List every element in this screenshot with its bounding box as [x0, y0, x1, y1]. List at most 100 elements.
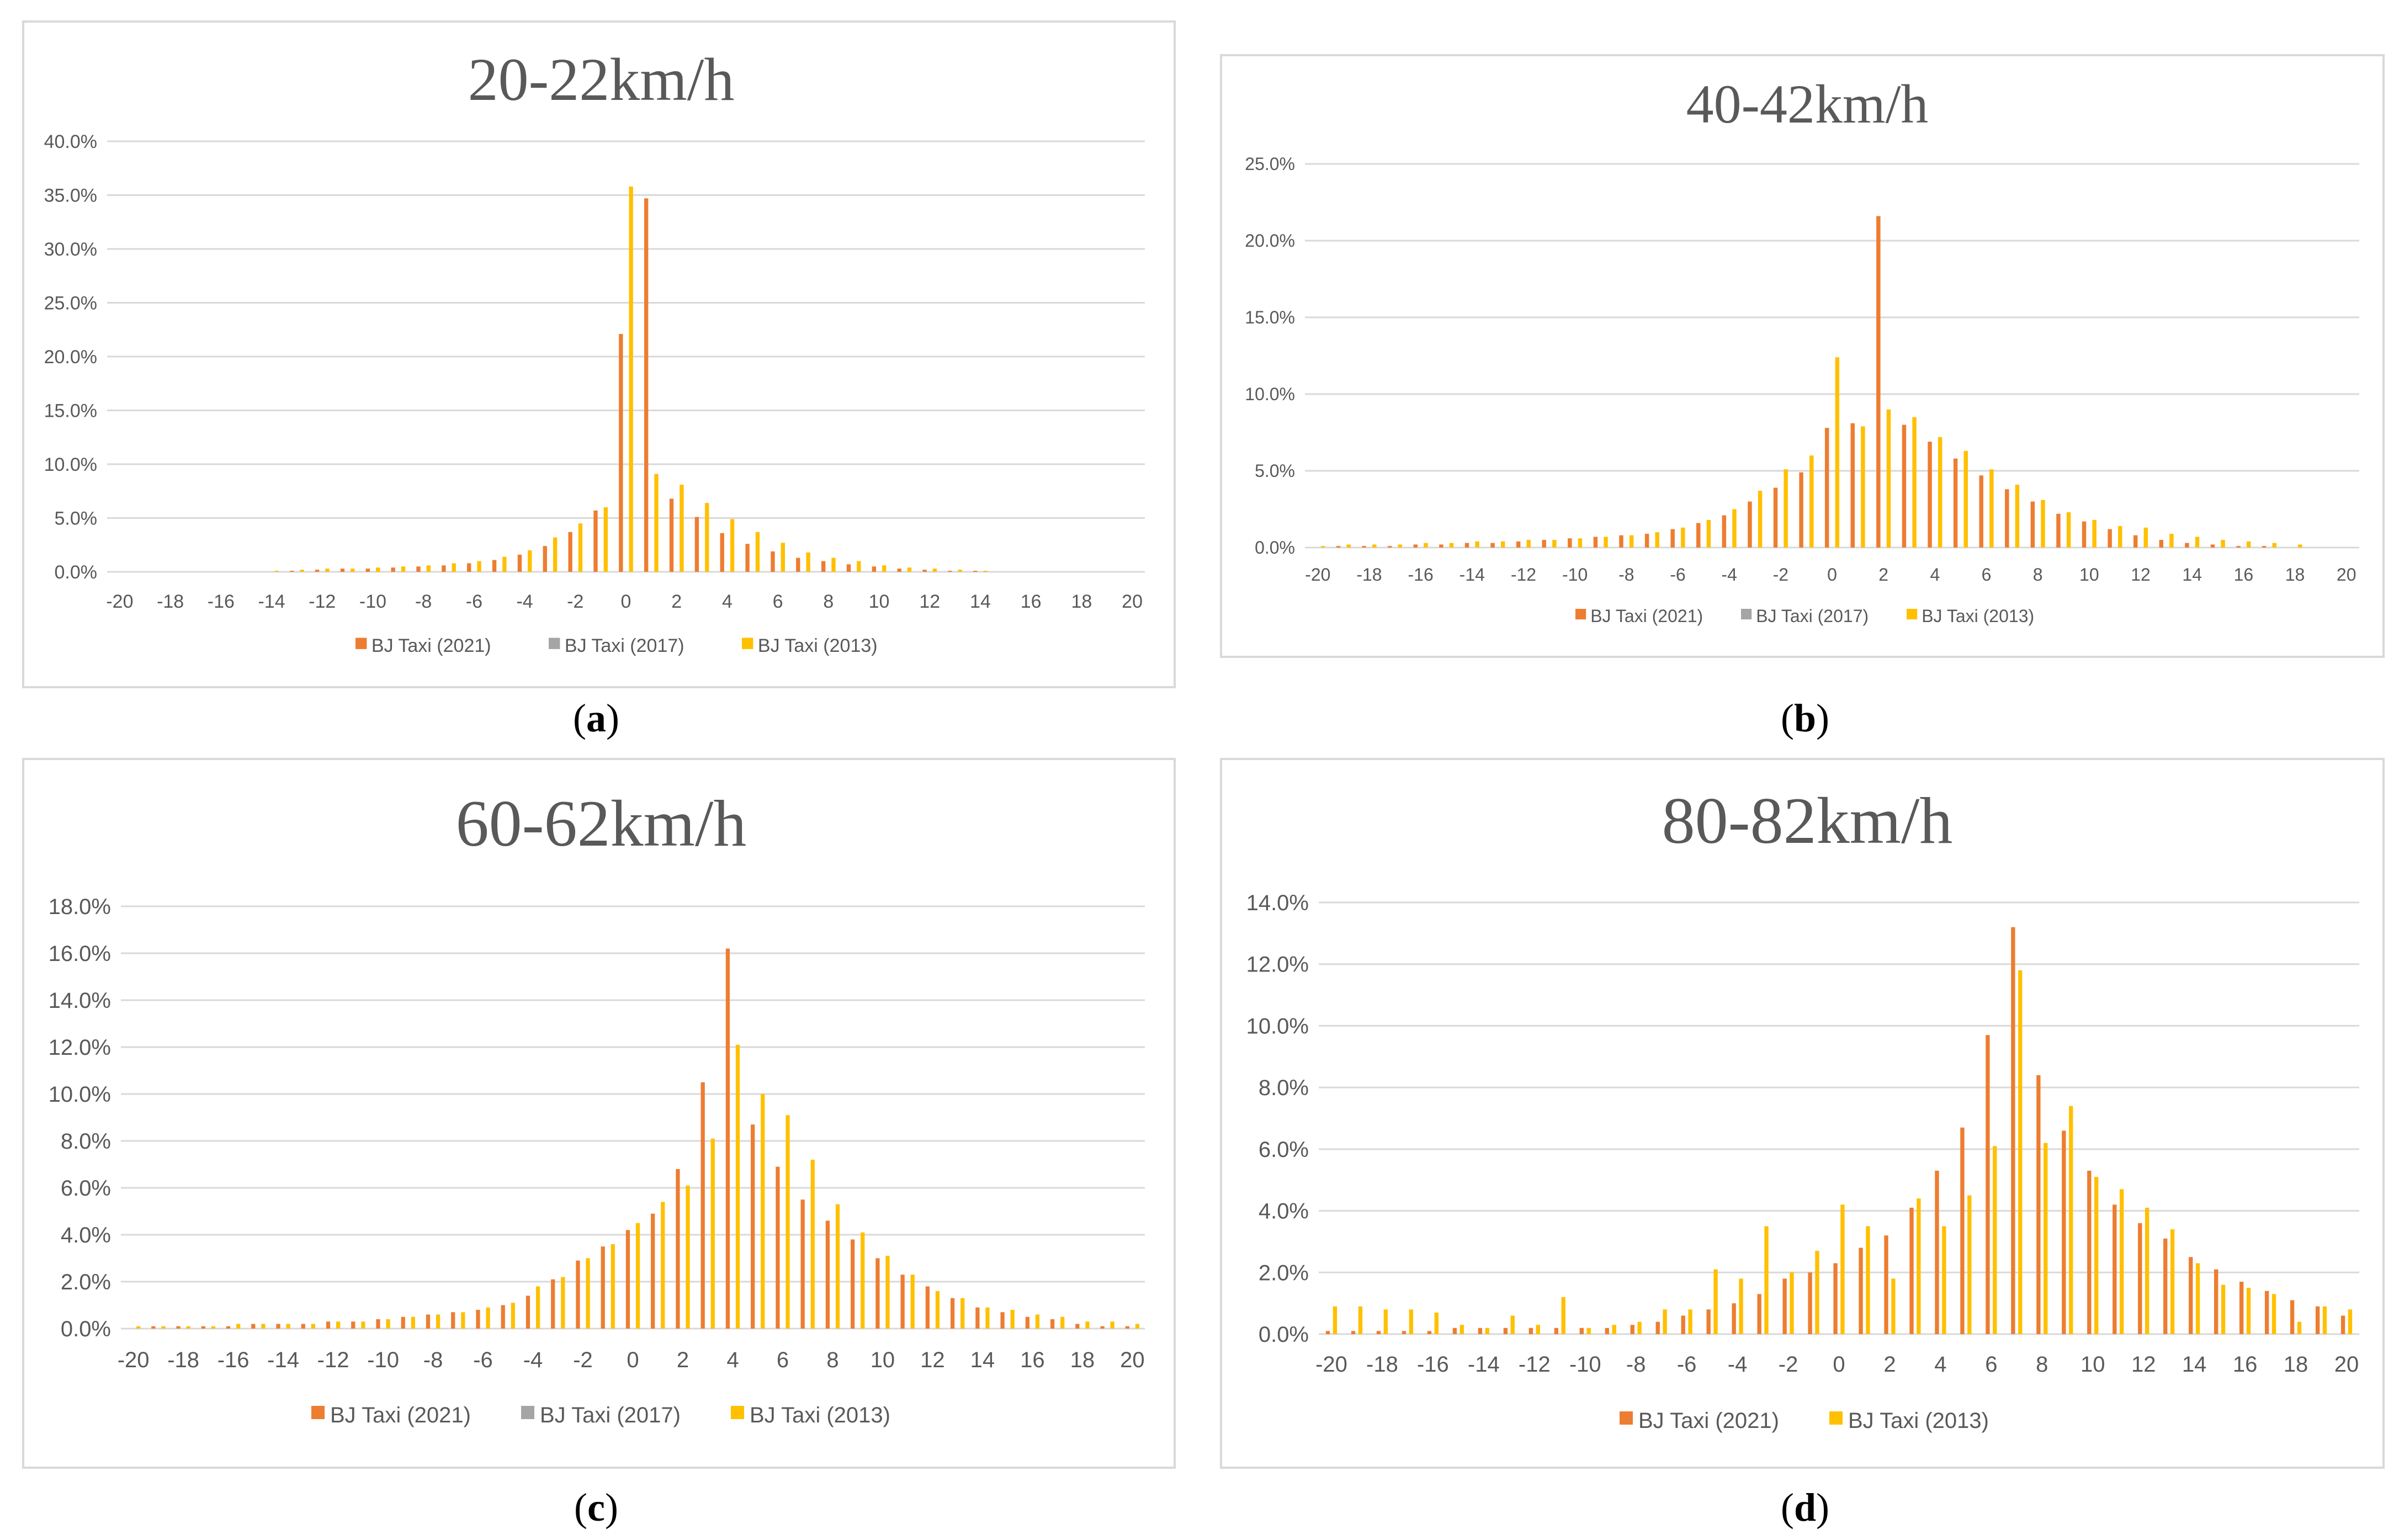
bar-b: [1979, 475, 1983, 548]
x-tick-label-d: -20: [1315, 1352, 1347, 1377]
bar-a: [958, 570, 962, 572]
bar-d: [1459, 1325, 1464, 1334]
bar-d: [2170, 1229, 2175, 1334]
bar-d: [1986, 1035, 1990, 1334]
bar-d: [1757, 1294, 1761, 1334]
bar-a: [680, 485, 684, 572]
bar-c: [376, 1319, 380, 1329]
bar-b: [1748, 501, 1752, 548]
bar-c: [725, 948, 730, 1329]
x-tick-label-a: -8: [415, 591, 432, 612]
bar-c: [326, 1321, 331, 1329]
chart-title-a: 20-22km/h: [468, 46, 735, 113]
bar-b: [2030, 501, 2035, 548]
bar-a: [932, 569, 937, 572]
bar-a: [553, 537, 558, 572]
bar-d: [1790, 1272, 1794, 1334]
bar-c: [301, 1324, 305, 1329]
bar-d: [1833, 1263, 1838, 1334]
bar-c: [686, 1185, 690, 1329]
x-tick-label-b: -4: [1721, 565, 1737, 585]
bar-a: [477, 561, 481, 572]
bar-d: [2290, 1300, 2295, 1334]
bar-b: [1629, 535, 1634, 548]
y-tick-label-a: 10.0%: [44, 454, 97, 475]
bar-d: [1528, 1327, 1533, 1334]
bar-a: [452, 563, 456, 572]
legend-label-b: BJ Taxi (2013): [1922, 606, 2034, 626]
bar-d: [1663, 1309, 1667, 1334]
bar-c: [861, 1232, 865, 1329]
bar-b: [1722, 515, 1727, 548]
bar-c: [611, 1244, 615, 1329]
bar-d: [1840, 1204, 1845, 1334]
bar-a: [629, 186, 633, 572]
bar-d: [2113, 1204, 2117, 1334]
bar-b: [2159, 540, 2164, 548]
bar-c: [336, 1321, 341, 1329]
x-tick-label-a: 2: [671, 591, 682, 612]
bar-b: [1320, 546, 1325, 548]
x-tick-label-b: -18: [1356, 565, 1382, 585]
bar-c: [226, 1326, 231, 1329]
bar-c: [661, 1202, 665, 1329]
bar-b: [1490, 543, 1495, 548]
bar-a: [340, 569, 345, 572]
y-tick-label-b: 25.0%: [1245, 154, 1295, 174]
bar-a: [907, 567, 912, 572]
bar-a: [948, 571, 952, 572]
bar-c: [261, 1324, 266, 1329]
y-tick-label-d: 8.0%: [1259, 1076, 1309, 1100]
bar-d: [1884, 1235, 1888, 1334]
bar-a: [669, 498, 674, 572]
x-tick-label-c: -16: [217, 1348, 250, 1372]
bar-d: [1866, 1226, 1870, 1334]
bar-c: [251, 1324, 256, 1329]
bar-d: [1485, 1327, 1489, 1334]
bar-d: [1782, 1278, 1787, 1334]
bar-d: [2119, 1189, 2124, 1334]
x-tick-label-b: -12: [1511, 565, 1536, 585]
bar-d: [1655, 1321, 1660, 1334]
bar-d: [2239, 1282, 2244, 1334]
bar-c: [800, 1199, 805, 1329]
bar-c: [1100, 1326, 1105, 1329]
x-tick-label-a: 16: [1021, 591, 1042, 612]
bar-c: [651, 1213, 655, 1329]
y-tick-label-a: 25.0%: [44, 293, 97, 314]
bar-d: [2264, 1291, 2269, 1334]
chart-panel-c: 60-62km/h 0.0% 2.0% 4.0% 6.0% 8.0% 10.0% 12.0% 1…: [22, 758, 1176, 1469]
bar-c: [910, 1275, 915, 1329]
x-tick-label-b: 8: [2033, 565, 2043, 585]
bar-b: [2195, 537, 2200, 548]
y-tick-label-a: 40.0%: [44, 131, 97, 152]
bar-d: [2044, 1143, 2048, 1334]
bar-b: [1449, 543, 1454, 548]
x-tick-label-a: 0: [621, 591, 631, 612]
bar-c: [561, 1277, 565, 1329]
bar-b: [1424, 543, 1428, 548]
legend-swatch-d: [1829, 1411, 1843, 1425]
y-tick-label-c: 14.0%: [49, 989, 111, 1013]
bar-a: [872, 566, 877, 572]
bar-d: [2069, 1106, 2073, 1334]
bar-b: [2118, 526, 2122, 548]
bar-b: [2041, 500, 2045, 548]
bar-b: [1861, 426, 1865, 548]
bar-b: [1912, 417, 1917, 548]
bar-a: [831, 557, 836, 572]
x-tick-label-c: 14: [970, 1348, 995, 1372]
bar-c: [451, 1312, 455, 1329]
bar-d: [1376, 1331, 1381, 1334]
x-tick-label-d: -8: [1626, 1352, 1646, 1377]
x-tick-label-b: 2: [1878, 565, 1888, 585]
bar-b: [1886, 409, 1891, 548]
y-tick-label-c: 16.0%: [49, 942, 111, 966]
x-tick-label-b: 10: [2079, 565, 2099, 585]
x-tick-label-c: -6: [473, 1348, 493, 1372]
bar-b: [1372, 544, 1377, 548]
bar-c: [311, 1324, 315, 1329]
bar-d: [2348, 1309, 2353, 1334]
x-tick-label-d: 16: [2233, 1352, 2258, 1377]
bar-b: [1578, 538, 1583, 548]
